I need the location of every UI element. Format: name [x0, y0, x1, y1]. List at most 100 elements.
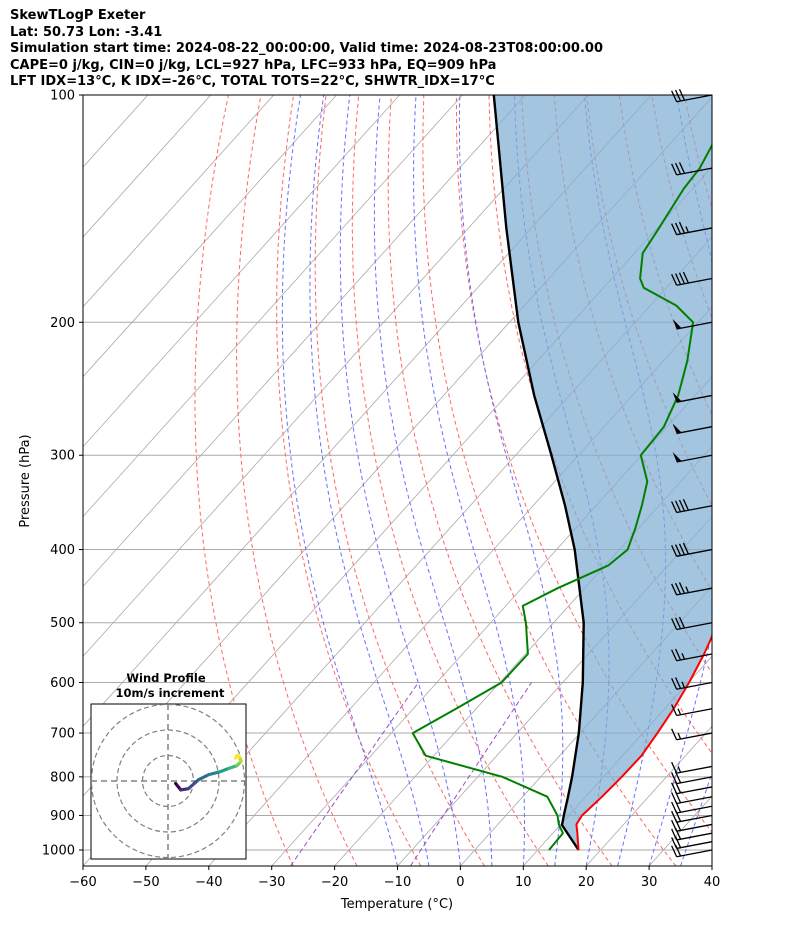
x-tick-label: −50 — [132, 875, 159, 890]
isotherm-line — [83, 95, 337, 378]
wind-barb — [671, 221, 713, 236]
dry-adiabat — [314, 95, 485, 866]
y-tick-label: 600 — [50, 676, 75, 691]
wind-barb — [671, 704, 713, 717]
y-tick-label: 700 — [50, 727, 75, 742]
y-tick-label: 900 — [50, 809, 75, 824]
wind-barb — [672, 392, 713, 403]
moist-adiabat — [413, 95, 525, 866]
wind-barb — [671, 761, 713, 774]
wind-barb — [671, 781, 713, 795]
x-tick-label: 30 — [641, 875, 658, 890]
wind-barb — [671, 648, 713, 662]
moist-adiabat — [339, 95, 461, 866]
cape-line: CAPE=0 j/kg, CIN=0 j/kg, LCL=927 hPa, LF… — [10, 57, 497, 73]
isotherm-line — [83, 95, 274, 308]
x-tick-label: −10 — [384, 875, 411, 890]
wind-barb — [671, 582, 713, 596]
wind-barb — [671, 827, 713, 841]
x-tick-label: 10 — [515, 875, 532, 890]
wind-barb — [671, 844, 713, 858]
y-tick-label: 800 — [50, 770, 75, 785]
y-tick-label: 300 — [50, 449, 75, 464]
wind-barbs — [671, 88, 713, 858]
isotherm-line — [711, 865, 712, 866]
mixing-ratio-line — [409, 682, 532, 866]
wind-barb — [672, 423, 713, 435]
wind-barb — [671, 836, 713, 850]
isotherm-line — [83, 95, 589, 657]
x-tick-label: 40 — [704, 875, 721, 890]
dry-adiabat — [750, 95, 794, 866]
dry-adiabat — [194, 95, 294, 866]
dry-adiabat — [276, 95, 422, 866]
wind-barb — [671, 728, 713, 741]
dry-adiabat — [422, 95, 677, 866]
dry-adiabat — [236, 95, 358, 866]
hodograph-segment — [197, 773, 211, 782]
dewpoint-line — [411, 143, 712, 851]
wind-barb — [671, 819, 713, 832]
y-tick-label: 200 — [50, 316, 75, 331]
isotherm-line — [208, 306, 712, 866]
chart-header: SkewTLogP Exeter Lat: 50.73 Lon: -3.41 S… — [10, 8, 603, 91]
hodograph-inset: Wind Profile 10m/s increment — [90, 671, 247, 860]
location-line: Lat: 50.73 Lon: -3.41 — [10, 24, 163, 40]
parcel-profile-line — [492, 95, 585, 851]
dry-adiabat — [717, 95, 794, 866]
moist-adiabat — [680, 771, 712, 866]
wind-barb — [671, 271, 713, 286]
wind-barb — [671, 499, 713, 514]
axes: −60 −50 −40 −30 −20 −10 0 10 20 30 40 1000 900 800 700… — [42, 89, 720, 891]
chart-title: SkewTLogP Exeter — [10, 8, 146, 23]
dry-adiabat — [782, 95, 794, 866]
inset-subtitle: 10m/s increment — [116, 686, 225, 700]
hodograph-segment — [217, 766, 231, 774]
index-line: LFT IDX=13°C, K IDX=-26°C, TOTAL TOTS=22… — [10, 74, 495, 89]
y-tick-label: 1000 — [42, 844, 75, 859]
dry-adiabat — [351, 95, 549, 866]
moist-adiabat — [309, 95, 430, 866]
moist-adiabat — [281, 95, 398, 866]
time-line: Simulation start time: 2024-08-22_00:00:… — [10, 41, 603, 56]
x-axis-label: Temperature (°C) — [340, 897, 453, 912]
hodograph-segment — [233, 753, 239, 760]
x-tick-label: −60 — [69, 875, 96, 890]
moist-adiabat — [648, 95, 712, 866]
isotherm-line — [83, 95, 400, 448]
wind-barb — [671, 616, 713, 631]
hodograph-segment — [207, 770, 221, 777]
wind-barb — [672, 319, 713, 330]
moist-adiabat — [458, 95, 564, 866]
wind-barb — [671, 542, 713, 557]
x-tick-label: −30 — [258, 875, 285, 890]
y-tick-label: 500 — [50, 616, 75, 631]
isotherm-line — [83, 95, 463, 518]
isotherm-line — [460, 585, 712, 866]
mixing-ratio-line — [290, 682, 419, 866]
data-layer — [411, 95, 712, 851]
wind-barb — [672, 451, 713, 463]
x-tick-label: −20 — [321, 875, 348, 890]
isotherm-line — [83, 95, 212, 238]
inset-title: Wind Profile — [126, 671, 206, 685]
hodograph-ring — [116, 729, 220, 833]
temperature-line — [575, 634, 712, 851]
wind-barb — [671, 677, 713, 690]
x-tick-label: −40 — [195, 875, 222, 890]
isotherm-line — [585, 725, 712, 866]
x-tick-label: 20 — [578, 875, 595, 890]
isotherm-line — [397, 515, 712, 866]
moist-adiabat — [373, 95, 493, 866]
wind-barb — [671, 162, 713, 176]
x-tick-label: 0 — [456, 875, 464, 890]
cin-cape-shading — [493, 95, 712, 850]
y-axis-label: Pressure (hPa) — [18, 434, 33, 527]
y-tick-label: 100 — [50, 89, 75, 104]
y-tick-label: 400 — [50, 543, 75, 558]
isotherm-line — [83, 95, 526, 588]
wind-barb — [671, 771, 713, 785]
hodograph-segment — [186, 778, 201, 791]
isotherm-line — [145, 236, 712, 866]
